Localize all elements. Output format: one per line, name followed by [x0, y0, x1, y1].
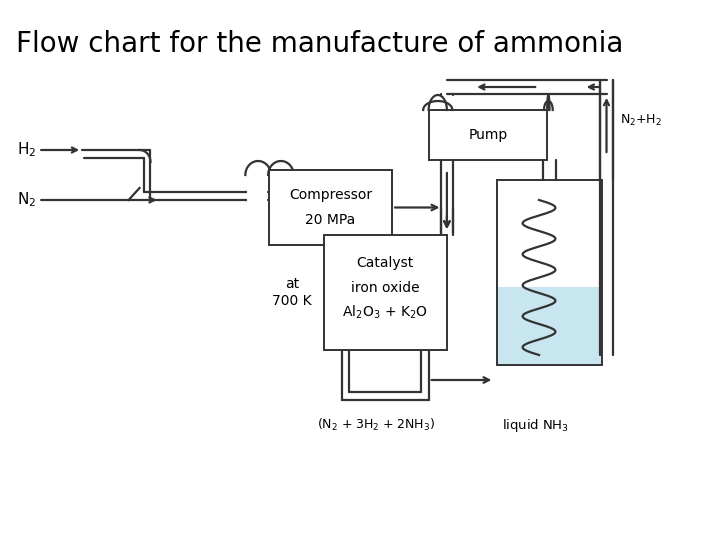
- Text: Al$_2$O$_3$ + K$_2$O: Al$_2$O$_3$ + K$_2$O: [342, 304, 428, 321]
- Text: N$_2$: N$_2$: [17, 191, 37, 210]
- Text: iron oxide: iron oxide: [351, 280, 420, 294]
- Text: Flow chart for the manufacture of ammonia: Flow chart for the manufacture of ammoni…: [17, 30, 624, 58]
- Text: liquid NH$_3$: liquid NH$_3$: [502, 416, 569, 434]
- Text: at
700 K: at 700 K: [272, 278, 312, 308]
- Text: N$_2$+H$_2$: N$_2$+H$_2$: [620, 112, 662, 127]
- Bar: [428, 110, 547, 160]
- Text: 20 MPa: 20 MPa: [305, 213, 356, 226]
- Bar: [269, 170, 392, 245]
- Text: (N$_2$ + 3H$_2$ + 2NH$_3$): (N$_2$ + 3H$_2$ + 2NH$_3$): [318, 417, 436, 433]
- Text: Catalyst: Catalyst: [356, 255, 414, 269]
- Text: Pump: Pump: [468, 128, 508, 142]
- Bar: [324, 235, 447, 350]
- Text: H$_2$: H$_2$: [17, 140, 37, 159]
- Bar: [497, 180, 602, 365]
- Text: Compressor: Compressor: [289, 188, 372, 202]
- Bar: [497, 287, 602, 365]
